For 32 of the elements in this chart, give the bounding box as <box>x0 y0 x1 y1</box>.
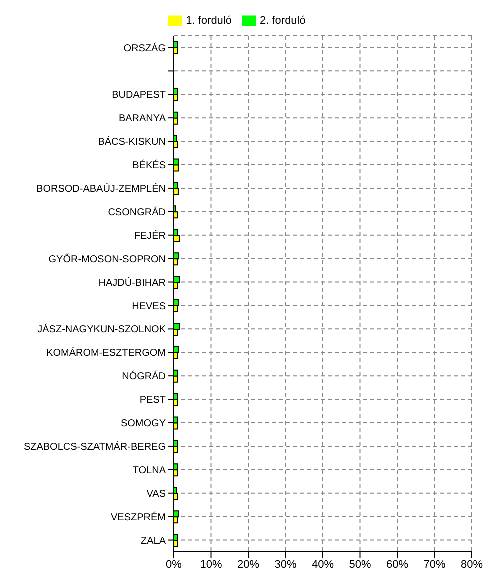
y-tick-label: TOLNA <box>132 465 166 476</box>
y-tick-label: ORSZÁG <box>124 42 166 54</box>
y-tick-label: KOMÁROM-ESZTERGOM <box>46 347 166 360</box>
legend-label: 2. forduló <box>260 14 306 27</box>
y-tick-label: HEVES <box>132 301 166 312</box>
y-tick-label: ZALA <box>140 536 166 547</box>
y-tick-label: VAS <box>146 488 166 500</box>
y-tick-label: BÉKÉS <box>132 160 166 172</box>
y-tick-label: SOMOGY <box>120 418 166 430</box>
y-tick-label: GYŐR-MOSON-SOPRON <box>48 253 166 266</box>
y-tick-label: SZABOLCS-SZATMÁR-BEREG <box>24 441 166 454</box>
y-tick-label: BARANYA <box>118 114 166 125</box>
y-tick-label: CSONGRÁD <box>108 206 166 218</box>
x-tick-label: 0% <box>166 558 182 571</box>
y-tick-label: FEJÉR <box>134 230 166 242</box>
x-tick-label: 10% <box>200 558 222 571</box>
y-tick-label: JÁSZ-NAGYKUN-SZOLNOK <box>38 324 166 336</box>
x-tick-label: 70% <box>424 558 446 571</box>
x-tick-label: 80% <box>460 558 484 571</box>
x-tick-label: 30% <box>274 558 297 571</box>
y-tick-label: HAJDÚ-BIHAR <box>98 276 166 289</box>
y-tick-label: NÓGRÁD <box>122 370 166 383</box>
x-tick-label: 60% <box>386 558 409 571</box>
x-tick-label: 40% <box>312 558 334 571</box>
y-tick-label: BÁCS-KISKUN <box>98 136 166 148</box>
y-tick-label: PEST <box>140 395 166 406</box>
x-tick-label: 20% <box>237 558 260 571</box>
x-tick-label: 50% <box>349 558 372 571</box>
y-tick-label: BORSOD-ABAÚJ-ZEMPLÉN <box>36 183 166 196</box>
y-tick-label: BUDAPEST <box>112 90 166 102</box>
y-tick-label: VESZPRÉM <box>110 511 166 524</box>
legend-label: 1. forduló <box>186 14 232 27</box>
